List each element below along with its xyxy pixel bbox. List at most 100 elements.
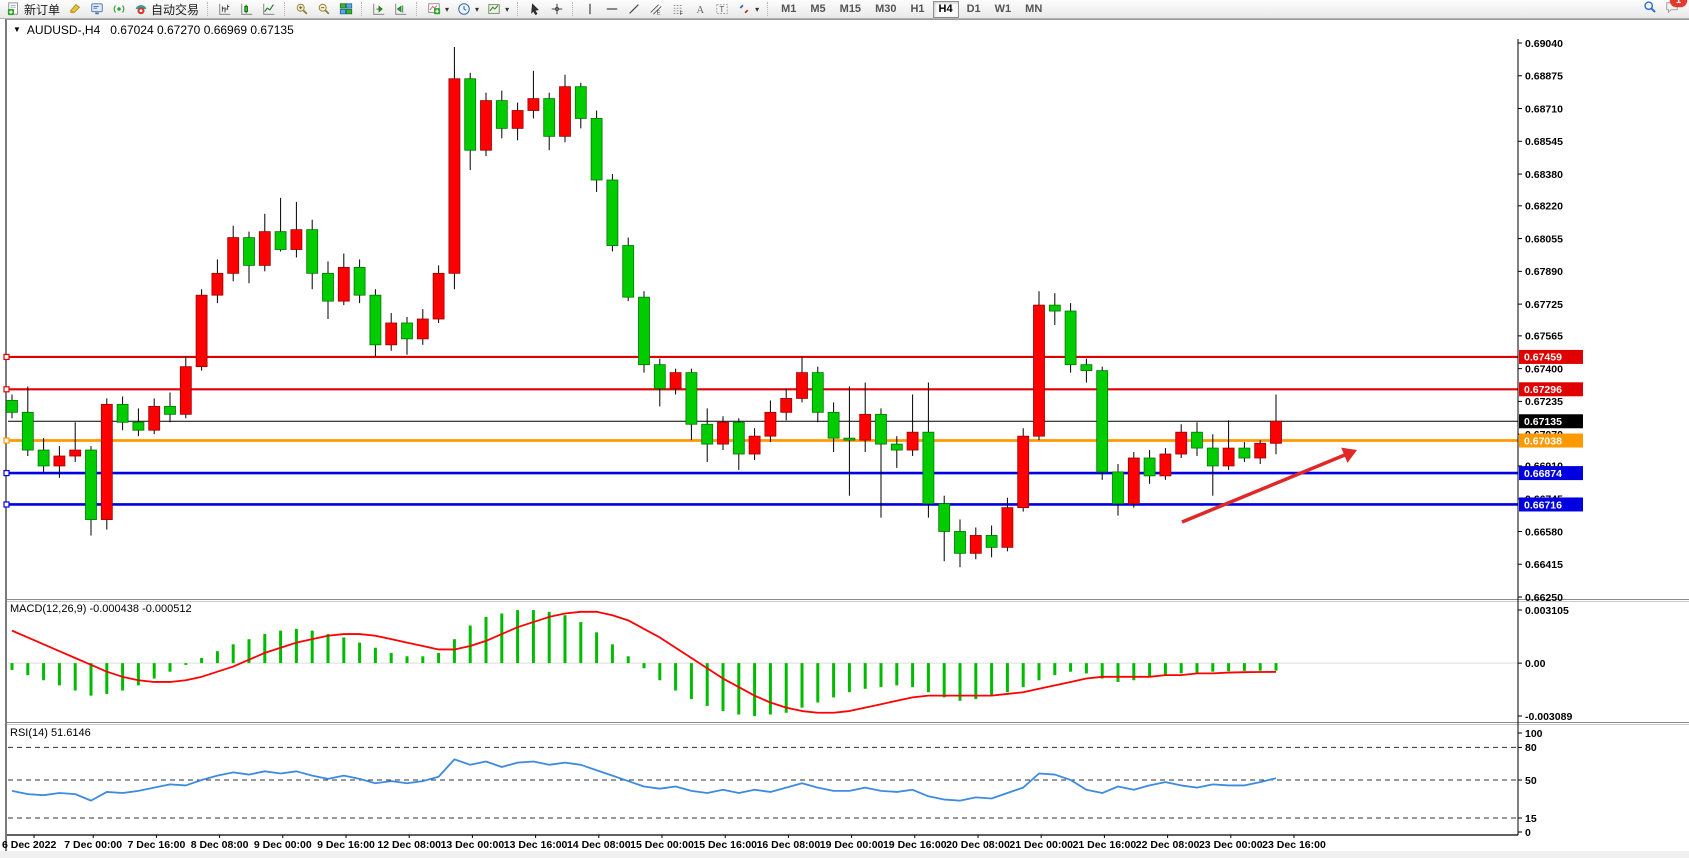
line-anchor-handle[interactable]: [3, 386, 10, 393]
auto-scroll-button[interactable]: [390, 0, 412, 19]
line-anchor-handle[interactable]: [3, 353, 10, 361]
macd-axis[interactable]: 0.003105 0.00 -0.003089: [1518, 605, 1572, 723]
candle-body: [622, 245, 635, 298]
chart-ohlc-quotes: 0.67024 0.67270 0.66969 0.67135: [110, 22, 294, 37]
text-label-button[interactable]: T: [711, 0, 733, 19]
notification-badge: 1: [1670, 0, 1687, 7]
candle-body: [1096, 370, 1109, 473]
timeframe-m30-button[interactable]: M30: [875, 2, 897, 15]
candle-body: [274, 231, 287, 250]
terminal-button[interactable]: [86, 0, 108, 19]
candle-body: [954, 531, 966, 554]
toolbar-separator: [207, 2, 210, 16]
svg-text:A: A: [697, 5, 705, 16]
bar-chart-button[interactable]: [214, 0, 236, 19]
line-chart-icon: [262, 2, 276, 16]
zoom-out-button[interactable]: [313, 0, 335, 19]
chart-title-bar[interactable]: ▼ AUDUSD-,H4 0.67024 0.67270 0.66969 0.6…: [7, 20, 1689, 39]
new-order-button[interactable]: 新订单: [3, 0, 64, 19]
timeframe-mn-button[interactable]: MN: [1025, 2, 1043, 15]
equidistant-channel-button[interactable]: E: [645, 0, 667, 19]
candle-body: [1112, 471, 1124, 505]
rsi-axis[interactable]: 100 80 50 15 0: [1518, 728, 1543, 839]
timeframe-h4-button[interactable]: H4: [932, 0, 959, 18]
line-chart-button[interactable]: [258, 0, 280, 19]
line-anchor-handle[interactable]: [3, 501, 10, 508]
signal-button[interactable]: [108, 0, 130, 19]
chevron-down-icon: ▾: [445, 4, 450, 14]
zoom-in-button[interactable]: [291, 0, 313, 19]
price-tick-label: 0.68220: [1525, 201, 1563, 213]
shift-chart-button[interactable]: [368, 0, 390, 19]
price-badge-label: 0.67038: [1524, 435, 1562, 447]
rsi-pane[interactable]: [8, 746, 1518, 819]
trendline-button[interactable]: [623, 0, 645, 19]
chat-button[interactable]: 1: [1665, 0, 1687, 19]
indicators-icon: [427, 2, 441, 16]
indicators-button[interactable]: ▾: [423, 0, 453, 19]
candle-body: [432, 272, 445, 320]
autotrade-button[interactable]: 自动交易: [130, 0, 203, 19]
candle-body: [195, 294, 208, 368]
vertical-line-button[interactable]: [579, 0, 601, 19]
svg-text:F: F: [680, 11, 683, 16]
candlestick-chart-button[interactable]: [236, 0, 258, 19]
timeframe-d1-button[interactable]: D1: [966, 2, 981, 15]
candle-body: [369, 294, 382, 346]
time-tick-label: 13 Dec 16:00: [504, 839, 568, 851]
rsi-indicator-label: RSI(14) 51.6146: [10, 727, 91, 739]
price-axis[interactable]: 0.69040 0.68875 0.68710 0.68545 0.68380 0.682…: [1517, 38, 1583, 835]
timeframe-m15-button[interactable]: M15: [839, 2, 862, 15]
macd-pane[interactable]: [8, 610, 1518, 717]
arrows-button[interactable]: ▾: [733, 0, 763, 19]
candle-body: [448, 78, 461, 274]
price-tick-label: 0.68545: [1525, 136, 1563, 148]
periods-button[interactable]: ▾: [453, 0, 483, 19]
fibonacci-button[interactable]: F: [667, 0, 689, 19]
candle-body: [1080, 364, 1093, 372]
line-anchor-handle[interactable]: [3, 437, 10, 444]
time-axis[interactable]: 6 Dec 2022 7 Dec 00:00 7 Dec 16:00 8 Dec 08…: [2, 834, 1518, 851]
toolbar-separator: [284, 2, 287, 16]
vline-icon: [583, 2, 597, 16]
candle-body: [37, 449, 50, 467]
new-order-label: 新订单: [24, 2, 61, 17]
candle-body: [938, 503, 951, 532]
candle-body: [669, 372, 682, 389]
candle-body: [211, 272, 224, 296]
candle-body: [638, 296, 650, 366]
trend-arrow-annotation[interactable]: [1181, 452, 1349, 524]
highlighter-button[interactable]: [64, 0, 86, 19]
candle-body: [1064, 310, 1077, 366]
fibonacci-icon: F: [671, 2, 685, 16]
search-button[interactable]: [1643, 0, 1657, 19]
channel-icon: E: [649, 2, 663, 16]
tile-windows-button[interactable]: [335, 0, 357, 19]
chevron-down-icon: ▾: [755, 4, 760, 14]
text-button[interactable]: A: [689, 0, 711, 19]
chevron-down-icon: ▾: [505, 4, 510, 14]
candle-body: [1206, 447, 1219, 467]
time-tick-label: 8 Dec 08:00: [191, 839, 249, 851]
timeframe-w1-button[interactable]: W1: [994, 2, 1012, 15]
chart-symbol-period: AUDUSD-,H4: [26, 22, 101, 37]
line-anchor-handle[interactable]: [3, 469, 10, 477]
price-tick-label: 0.69040: [1525, 38, 1563, 50]
timeframe-h1-button[interactable]: H1: [910, 2, 925, 15]
price-badge-label: 0.67296: [1524, 384, 1562, 396]
main-price-pane[interactable]: [3, 353, 1518, 508]
timeframe-m1-button[interactable]: M1: [781, 2, 797, 15]
horizontal-line-button[interactable]: [601, 0, 623, 19]
templates-button[interactable]: ▾: [483, 0, 513, 19]
crosshair-button[interactable]: [546, 0, 568, 19]
template-icon: [487, 2, 501, 16]
cursor-button[interactable]: [524, 0, 546, 19]
timeframe-m5-button[interactable]: M5: [810, 2, 826, 15]
candle-body: [164, 405, 176, 415]
toolbar-separator: [416, 2, 419, 16]
window-menu-icon[interactable]: ▼: [13, 25, 21, 34]
zoom-out-icon: [317, 2, 331, 16]
zoom-in-icon: [295, 2, 309, 16]
